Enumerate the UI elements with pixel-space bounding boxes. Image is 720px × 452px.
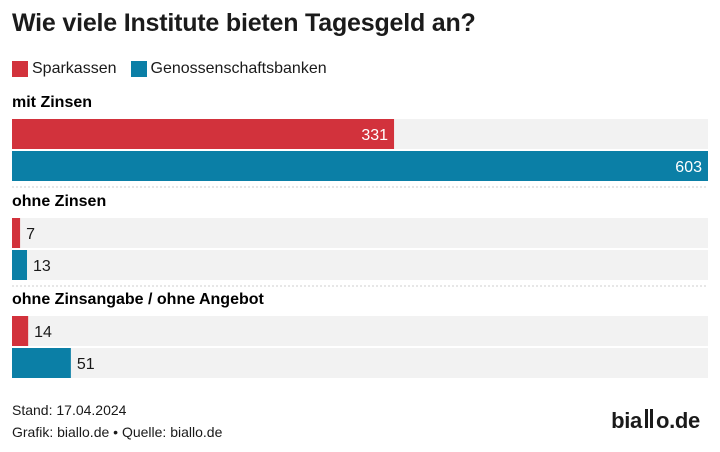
category-label: ohne Zinsen: [12, 193, 106, 210]
legend-item-genossenschaftsbanken: Genossenschaftsbanken: [130, 60, 327, 78]
footer-credits: Grafik: biallo.de • Quelle: biallo.de: [12, 424, 223, 440]
bar-track: [12, 250, 708, 280]
bar-sparkassen: [12, 218, 21, 248]
footer: Stand: 17.04.2024 Grafik: biallo.de • Qu…: [12, 399, 222, 443]
logo-text-left: bia: [611, 408, 642, 433]
value-label: 14: [34, 324, 52, 341]
legend-label-genossenschaftsbanken: Genossenschaftsbanken: [150, 60, 327, 77]
chart-title: Wie viele Institute bieten Tagesgeld an?: [12, 9, 476, 37]
legend: Sparkassen Genossenschaftsbanken: [12, 60, 341, 78]
biallo-logo: bia o.de: [611, 408, 700, 434]
legend-label-sparkassen: Sparkassen: [32, 60, 117, 77]
legend-swatch-sparkassen: [12, 61, 28, 77]
bar-sparkassen: [12, 316, 29, 346]
category-label: mit Zinsen: [12, 94, 92, 111]
bar-track: [12, 218, 708, 248]
category-label: ohne Zinsangabe / ohne Angebot: [12, 291, 265, 308]
logo-text-right: o.de: [655, 408, 700, 433]
value-label: 51: [77, 356, 95, 373]
bar-genossenschaftsbanken: [12, 250, 28, 280]
bar-genossenschaftsbanken: [12, 348, 71, 378]
value-label: 7: [26, 226, 35, 243]
bar-track: [12, 348, 708, 378]
bar-genossenschaftsbanken: [12, 151, 708, 181]
footer-stand: Stand: 17.04.2024: [12, 402, 127, 418]
legend-swatch-genossenschaftsbanken: [130, 61, 147, 77]
bar-sparkassen: [12, 119, 395, 149]
value-label: 13: [33, 258, 51, 275]
legend-item-sparkassen: Sparkassen: [12, 60, 117, 78]
logo-bars-icon: [644, 408, 654, 428]
bar-track: [12, 316, 708, 346]
bar-chart: mit Zinsen 331 603 ohne Zinsen 7 13 ohne Zinsa…: [12, 94, 708, 378]
value-label: 331: [361, 127, 388, 144]
value-label: 603: [675, 159, 702, 176]
